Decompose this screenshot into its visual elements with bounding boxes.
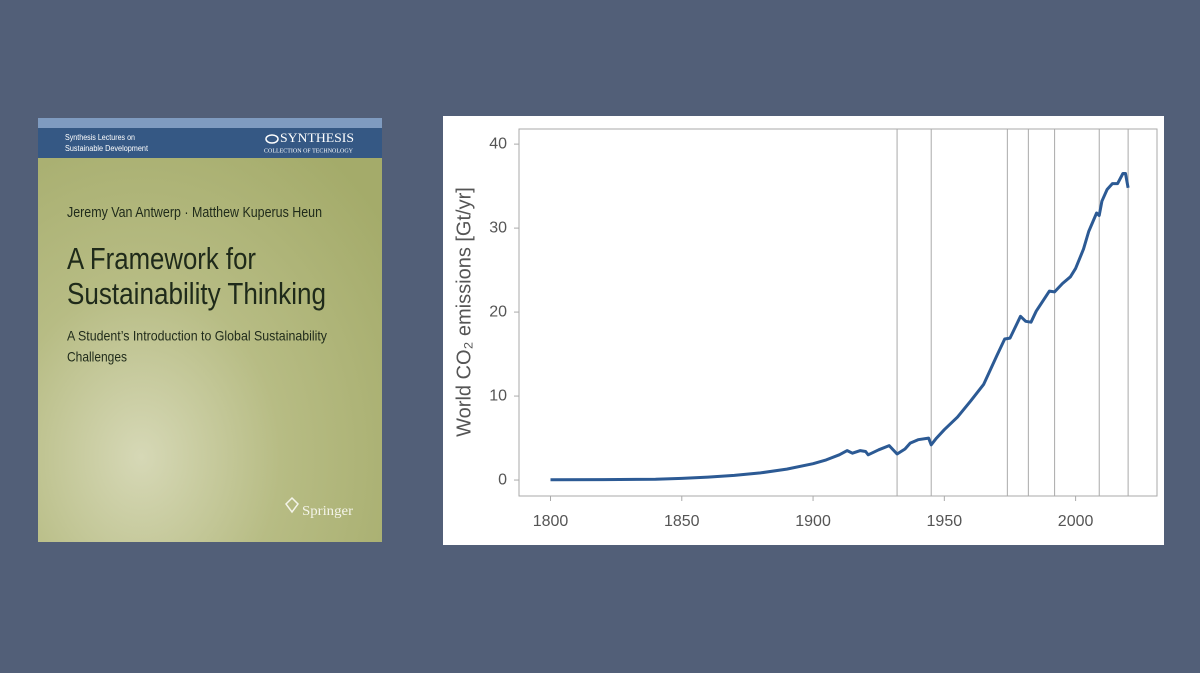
cover-top-strip bbox=[38, 118, 382, 128]
y-tick-label: 0 bbox=[498, 471, 507, 488]
x-tick-label: 1900 bbox=[795, 513, 831, 530]
imprint-icon bbox=[285, 496, 299, 514]
y-axis-label: World CO₂ emissions [Gt/yr] bbox=[453, 187, 475, 437]
logo-icon bbox=[265, 134, 279, 144]
authors: Jeremy Van Antwerp · Matthew Kuperus Heu… bbox=[67, 204, 322, 221]
subtitle: Challenges bbox=[67, 349, 127, 365]
x-tick-label: 1850 bbox=[664, 513, 700, 530]
subtitle: A Student’s Introduction to Global Susta… bbox=[67, 328, 327, 344]
book-cover: Synthesis Lectures on Sustainable Develo… bbox=[38, 118, 382, 542]
series-label: Synthesis Lectures on bbox=[65, 133, 135, 142]
publisher-logo: SYNTHESIS bbox=[280, 130, 354, 145]
x-tick-label: 1950 bbox=[927, 513, 963, 530]
x-tick-label: 1800 bbox=[533, 513, 569, 530]
chart-panel bbox=[443, 116, 1164, 545]
y-tick-label: 40 bbox=[489, 135, 507, 152]
title: Sustainability Thinking bbox=[67, 276, 326, 311]
y-tick-label: 10 bbox=[489, 387, 507, 404]
cover-header bbox=[38, 128, 382, 158]
cover-background bbox=[38, 118, 382, 542]
publisher-tagline: COLLECTION OF TECHNOLOGY bbox=[264, 148, 354, 154]
imprint: Springer bbox=[302, 504, 353, 519]
series-label: Sustainable Development bbox=[65, 144, 149, 153]
x-tick-label: 2000 bbox=[1058, 513, 1094, 530]
y-tick-label: 30 bbox=[489, 219, 507, 236]
y-tick-label: 20 bbox=[489, 303, 507, 320]
data-line bbox=[550, 172, 1130, 482]
title: A Framework for bbox=[67, 241, 256, 276]
